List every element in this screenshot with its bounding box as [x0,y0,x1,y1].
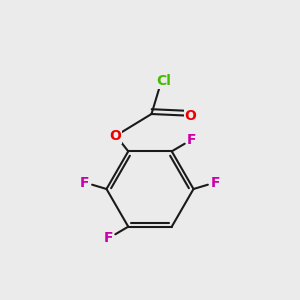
Text: F: F [80,176,90,190]
Text: Cl: Cl [156,74,171,88]
Text: F: F [186,133,196,147]
Text: O: O [110,130,122,143]
Text: O: O [184,109,196,122]
Text: F: F [210,176,220,190]
Text: F: F [104,231,114,245]
